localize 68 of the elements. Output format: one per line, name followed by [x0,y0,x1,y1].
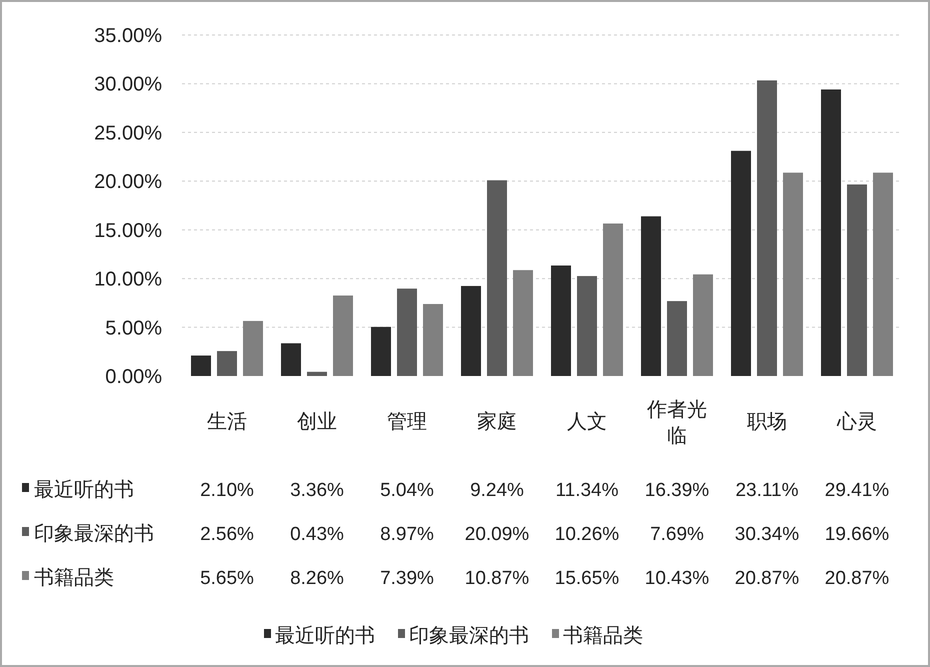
x-tick-label: 生活 [207,411,247,433]
data-label: 16.39% [644,480,710,501]
bar [603,224,623,376]
x-tick-label: 管理 [387,411,427,433]
data-label: 11.34% [555,480,619,501]
bar [217,351,237,376]
bar [513,270,533,376]
y-tick-label: 0.00% [105,366,162,388]
bar [847,184,867,376]
legend-label: 印象最深的书 [34,523,154,545]
data-label: 10.26% [554,524,620,545]
x-tick-label: 心灵 [836,411,877,433]
data-label: 15.65% [554,568,620,589]
bar [423,304,443,376]
data-label: 7.69% [650,524,704,545]
data-label: 9.24% [470,480,524,501]
bar [873,172,893,376]
bar [461,286,481,376]
data-label: 29.41% [824,480,890,501]
data-label: 30.34% [734,524,800,545]
data-label: 0.43% [290,524,344,545]
x-tick-label: 创业 [297,411,337,433]
data-label: 5.04% [380,480,434,501]
bar [667,301,687,376]
data-label: 8.26% [290,568,344,589]
legend-label: 最近听的书 [34,479,134,501]
legend: 最近听的书 印象最深的书 书籍品类 [264,625,643,647]
bar [821,89,841,376]
bar [783,172,803,376]
data-label: 2.56% [200,524,254,545]
data-label: 8.97% [380,524,434,545]
bar [551,266,571,376]
bar [333,296,353,376]
data-label: 7.39% [380,568,434,589]
bar [371,326,391,376]
x-tick-label: 家庭 [477,411,517,433]
data-label: 20.87% [824,568,890,589]
y-tick-label: 25.00% [94,122,162,144]
bar [577,276,597,376]
bar [757,80,777,376]
y-tick-label: 15.00% [94,220,162,242]
bar [307,372,327,376]
y-tick-label: 35.00% [94,25,162,47]
x-tick-label: 作者光临 [646,399,707,447]
data-label: 5.65% [200,568,254,589]
bar [641,216,661,376]
data-label: 3.36% [290,480,344,501]
data-label: 23.11% [735,480,799,501]
data-label: 19.66% [824,524,890,545]
data-label: 10.43% [644,568,710,589]
y-tick-label: 30.00% [94,74,162,96]
bar [243,320,263,376]
bar [191,356,211,376]
legend-label: 书籍品类 [34,567,114,589]
bar [487,180,507,376]
bar [281,343,301,376]
bar [693,274,713,376]
data-label: 10.87% [464,568,530,589]
x-tick-label: 人文 [567,411,607,433]
y-tick-label: 5.00% [105,317,162,340]
y-tick-label: 10.00% [94,268,162,291]
data-label: 20.09% [464,524,530,545]
data-label: 20.87% [734,568,800,589]
data-label: 2.10% [200,480,254,501]
bar [731,150,751,376]
bar [397,288,417,376]
y-tick-label: 20.00% [94,171,162,194]
x-tick-label: 职场 [747,411,787,433]
